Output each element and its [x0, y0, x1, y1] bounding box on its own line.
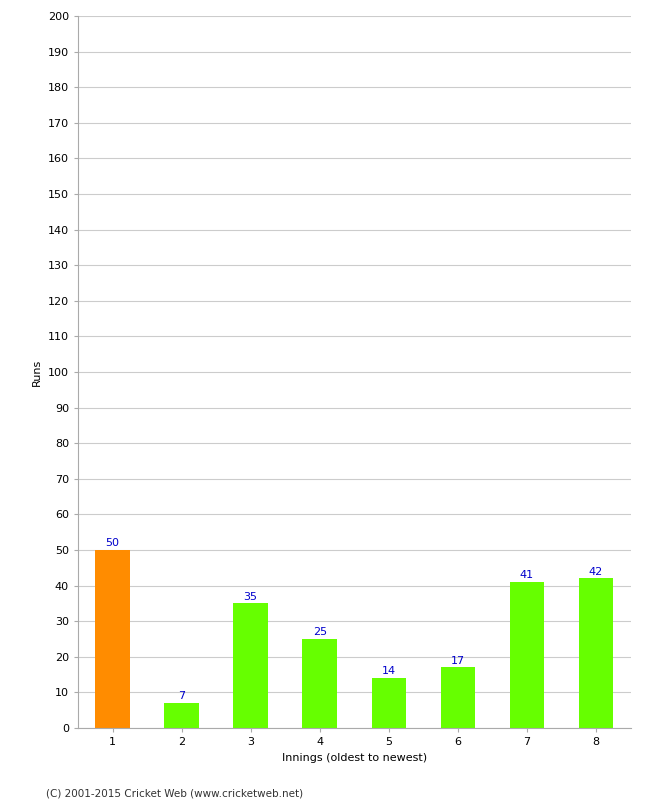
Text: 42: 42 — [589, 566, 603, 577]
Bar — [96, 550, 130, 728]
Text: 50: 50 — [105, 538, 120, 548]
Text: 35: 35 — [244, 592, 257, 602]
Bar — [372, 678, 406, 728]
Bar — [578, 578, 613, 728]
Bar — [441, 667, 475, 728]
Bar — [510, 582, 544, 728]
Text: 41: 41 — [520, 570, 534, 580]
Text: 7: 7 — [178, 691, 185, 702]
Text: 17: 17 — [451, 656, 465, 666]
Y-axis label: Runs: Runs — [32, 358, 42, 386]
Bar — [233, 603, 268, 728]
Bar — [302, 639, 337, 728]
Text: (C) 2001-2015 Cricket Web (www.cricketweb.net): (C) 2001-2015 Cricket Web (www.cricketwe… — [46, 788, 303, 798]
Text: 14: 14 — [382, 666, 396, 676]
Bar — [164, 703, 199, 728]
Text: 25: 25 — [313, 627, 327, 638]
X-axis label: Innings (oldest to newest): Innings (oldest to newest) — [281, 753, 427, 762]
